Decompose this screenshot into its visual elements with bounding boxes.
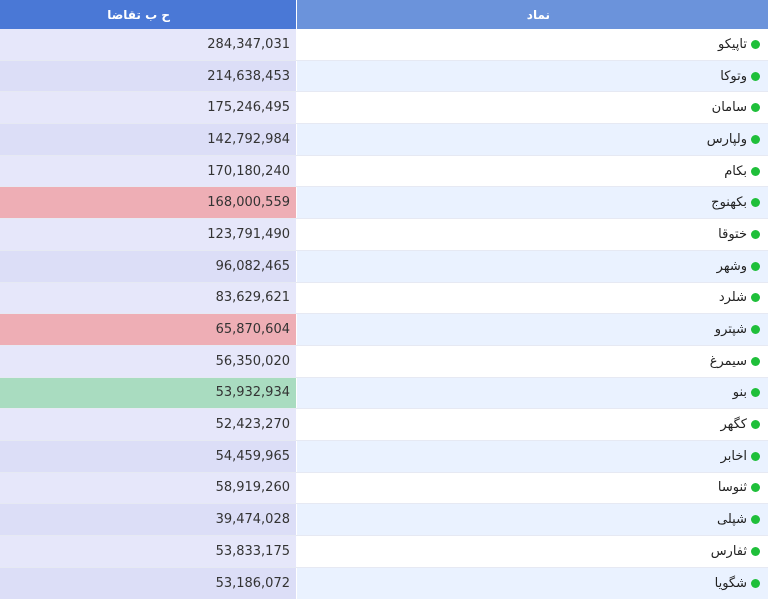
status-dot-icon: [751, 293, 760, 303]
table-row[interactable]: 83,629,621 شلرد: [0, 282, 768, 315]
demand-value-cell: 142,792,984: [0, 124, 297, 155]
symbol-label[interactable]: بکهنوج: [711, 195, 747, 211]
table-body: 284,347,031 تاپیکو 214,638,453 وتوکا 175,246…: [0, 29, 768, 603]
symbol-cell[interactable]: ولپارس: [297, 124, 768, 155]
status-dot-icon: [751, 579, 760, 589]
status-dot-icon: [751, 483, 760, 493]
symbol-cell[interactable]: سامان: [297, 92, 768, 124]
table-row[interactable]: 214,638,453 وتوکا: [0, 60, 768, 93]
status-dot-icon: [751, 356, 760, 366]
status-dot-icon: [751, 261, 760, 271]
demand-value-cell: 53,833,175: [0, 536, 297, 567]
demand-value-cell: 96,082,465: [0, 250, 297, 282]
status-dot-icon: [751, 166, 760, 176]
symbol-cell[interactable]: بکهنوج: [297, 187, 768, 219]
demand-value-cell: 54,459,965: [0, 440, 297, 472]
status-dot-icon: [751, 546, 760, 556]
table-row[interactable]: 56,350,020 سیمرغ: [0, 345, 768, 378]
symbol-label[interactable]: شلرد: [718, 290, 747, 306]
demand-value-cell: 284,347,031: [0, 29, 297, 60]
demand-value-cell: 83,629,621: [0, 282, 297, 314]
demand-value-cell: 170,180,240: [0, 155, 297, 187]
table-row[interactable]: 168,000,559 بکهنوج: [0, 187, 768, 220]
table-row[interactable]: 54,459,965 اخابر: [0, 440, 768, 473]
symbol-cell[interactable]: اخابر: [297, 440, 768, 472]
table-row[interactable]: 65,870,604 شپترو: [0, 314, 768, 346]
symbol-label[interactable]: ولپارس: [706, 131, 747, 147]
symbol-cell[interactable]: شلرد: [297, 282, 768, 314]
demand-value-cell: 39,474,028: [0, 504, 297, 535]
table-row[interactable]: 142,792,984 ولپارس: [0, 124, 768, 156]
symbol-cell[interactable]: ختوقا: [297, 219, 768, 250]
symbol-label[interactable]: وتوکا: [720, 68, 747, 84]
status-dot-icon: [751, 198, 760, 208]
symbol-label[interactable]: شپلی: [717, 512, 747, 528]
symbol-label[interactable]: اخابر: [720, 448, 747, 464]
symbol-cell[interactable]: تاپیکو: [297, 29, 768, 60]
symbol-cell[interactable]: وتوکا: [297, 60, 768, 92]
status-dot-icon: [751, 134, 760, 144]
symbol-label[interactable]: شپترو: [714, 322, 747, 338]
table-row[interactable]: 123,791,490 ختوقا: [0, 219, 768, 251]
symbol-cell[interactable]: شپلی: [297, 504, 768, 535]
status-dot-icon: [751, 229, 760, 239]
table-row[interactable]: 53,932,934 بنو: [0, 377, 768, 410]
symbol-cell[interactable]: بنو: [297, 377, 768, 409]
symbol-label[interactable]: شگویا: [714, 576, 747, 592]
status-dot-icon: [751, 71, 760, 81]
symbol-label[interactable]: بنو: [732, 385, 747, 401]
symbol-cell[interactable]: شپترو: [297, 314, 768, 345]
table-header: ح ب تقاضا نماد: [0, 0, 768, 29]
table-row[interactable]: 39,474,028 شپلی: [0, 504, 768, 536]
demand-value-cell: 53,932,934: [0, 377, 297, 409]
table-row[interactable]: 53,186,072 شگویا: [0, 567, 768, 600]
demand-value-cell: 123,791,490: [0, 219, 297, 250]
table-row[interactable]: 53,833,175 ثفارس: [0, 536, 768, 568]
symbol-label[interactable]: سامان: [711, 100, 747, 116]
symbol-label[interactable]: ثنوسا: [717, 480, 747, 496]
column-header-demand-value[interactable]: ح ب تقاضا: [0, 0, 297, 29]
demand-value-cell: 53,186,072: [0, 567, 297, 600]
status-dot-icon: [751, 388, 760, 398]
table-row[interactable]: 284,347,031 تاپیکو: [0, 29, 768, 61]
symbol-cell[interactable]: کگهر: [297, 409, 768, 440]
table-row[interactable]: 175,246,495 سامان: [0, 92, 768, 125]
status-dot-icon: [751, 515, 760, 525]
symbol-label[interactable]: ختوقا: [718, 226, 747, 242]
table-row[interactable]: 52,423,270 کگهر: [0, 409, 768, 441]
demand-value-cell: 214,638,453: [0, 60, 297, 92]
symbol-label[interactable]: سیمرغ: [709, 353, 747, 369]
symbol-label[interactable]: بکام: [724, 163, 747, 179]
status-dot-icon: [751, 451, 760, 461]
symbol-label[interactable]: تاپیکو: [717, 36, 747, 52]
table-row[interactable]: 96,082,465 وشهر: [0, 250, 768, 283]
demand-value-cell: 52,423,270: [0, 409, 297, 440]
table-row[interactable]: 58,919,260 ثنوسا: [0, 472, 768, 505]
demand-value-cell: 175,246,495: [0, 92, 297, 124]
symbol-cell[interactable]: ثفارس: [297, 536, 768, 567]
symbol-cell[interactable]: وشهر: [297, 250, 768, 282]
symbol-label[interactable]: ثفارس: [710, 543, 747, 559]
demand-value-cell: 58,919,260: [0, 472, 297, 504]
symbol-cell[interactable]: بکام: [297, 155, 768, 187]
status-dot-icon: [751, 325, 760, 335]
symbol-label[interactable]: کگهر: [720, 417, 747, 433]
demand-value-cell: 56,350,020: [0, 345, 297, 377]
status-dot-icon: [751, 103, 760, 113]
status-dot-icon: [751, 39, 760, 49]
symbol-cell[interactable]: شگویا: [297, 567, 768, 600]
status-dot-icon: [751, 420, 760, 430]
demand-value-cell: 168,000,559: [0, 187, 297, 219]
symbol-cell[interactable]: ثنوسا: [297, 472, 768, 504]
table-row[interactable]: 170,180,240 بکام: [0, 155, 768, 188]
column-header-symbol[interactable]: نماد: [297, 0, 768, 29]
symbol-cell[interactable]: سیمرغ: [297, 345, 768, 377]
symbol-label[interactable]: وشهر: [716, 258, 747, 274]
demand-value-cell: 65,870,604: [0, 314, 297, 345]
